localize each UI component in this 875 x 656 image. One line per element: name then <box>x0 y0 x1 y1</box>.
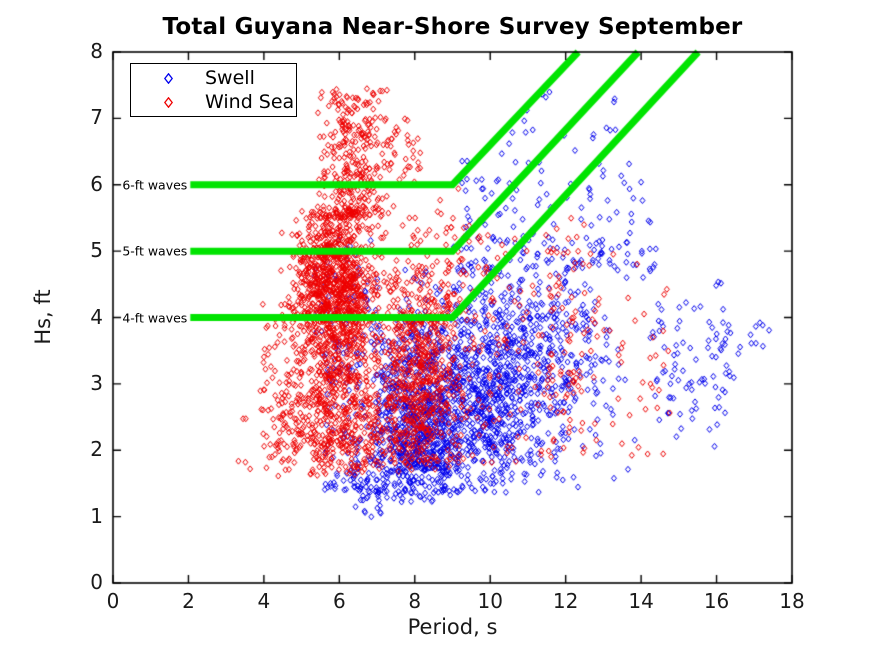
x-tick-label: 4 <box>257 589 271 613</box>
y-tick-label: 7 <box>90 105 103 130</box>
legend-item-windsea: Wind Sea <box>131 90 296 114</box>
x-tick-label: 8 <box>408 589 422 613</box>
y-tick-label: 8 <box>90 39 103 63</box>
x-tick-label: 2 <box>182 589 195 613</box>
y-tick-label: 3 <box>90 370 103 395</box>
x-tick-label: 12 <box>552 589 579 613</box>
chart-title: Total Guyana Near-Shore Survey September <box>162 14 743 40</box>
legend-label-swell: Swell <box>205 67 255 89</box>
swell-diamond-icon <box>131 72 205 84</box>
y-tick-label: 5 <box>90 238 103 263</box>
x-tick-label: 10 <box>477 589 503 613</box>
y-tick-label: 6 <box>90 171 103 196</box>
y-tick-label: 4 <box>90 304 103 329</box>
legend-label-windsea: Wind Sea <box>205 91 295 113</box>
y-tick-label: 1 <box>90 503 103 528</box>
x-tick-label: 0 <box>106 589 120 613</box>
x-tick-label: 6 <box>332 589 346 613</box>
ref-line-label-4ft: 4-ft waves <box>122 310 188 325</box>
y-tick-label: 0 <box>90 570 103 594</box>
ref-line-label-5ft: 5-ft waves <box>122 243 188 259</box>
x-axis-label: Period, s <box>407 615 498 639</box>
x-tick-label: 18 <box>779 589 805 613</box>
ref-line-label-6ft: 6-ft waves <box>122 177 188 193</box>
x-tick-label: 16 <box>703 589 730 613</box>
y-axis-label: Hs, ft <box>31 289 55 345</box>
windsea-diamond-icon <box>131 96 205 108</box>
y-tick-label: 2 <box>90 437 103 462</box>
x-tick-label: 14 <box>628 589 654 613</box>
legend-item-swell: Swell <box>131 66 296 90</box>
legend: Swell Wind Sea <box>130 63 297 117</box>
